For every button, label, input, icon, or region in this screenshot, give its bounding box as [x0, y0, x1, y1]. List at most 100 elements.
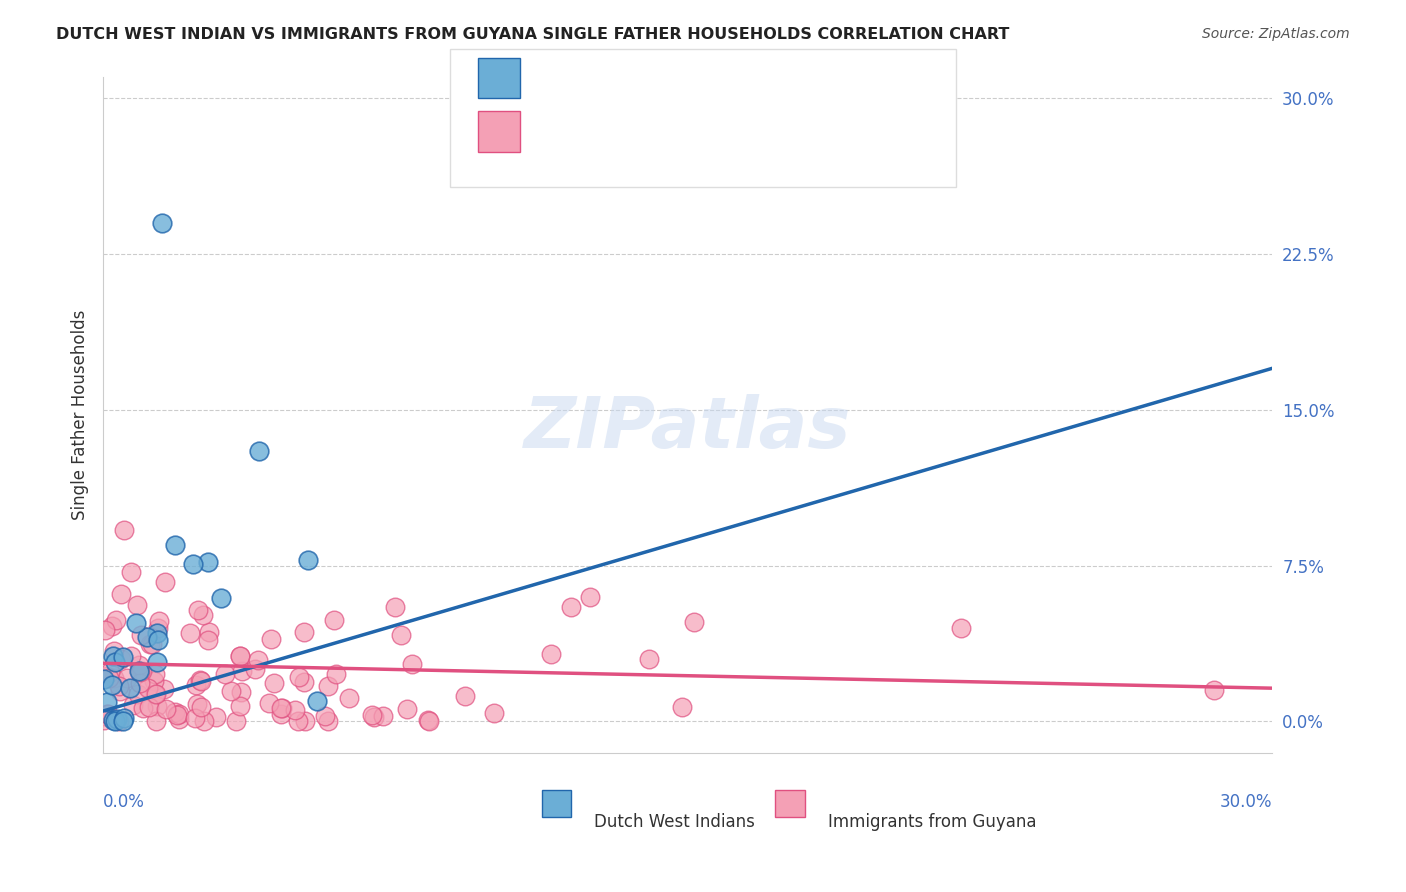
Point: [246, 652, 269, 666]
Point: [363, 710, 385, 724]
Text: Source: ZipAtlas.com: Source: ZipAtlas.com: [1202, 27, 1350, 41]
Text: R =: R =: [534, 129, 574, 147]
Point: [128, 658, 150, 673]
Point: [112, 711, 135, 725]
Point: [138, 699, 160, 714]
Point: [110, 652, 132, 666]
Point: [96, 707, 118, 722]
Point: [361, 707, 384, 722]
Point: [93, 714, 115, 728]
Text: Immigrants from Guyana: Immigrants from Guyana: [828, 814, 1036, 831]
Point: [165, 538, 187, 552]
Point: [186, 697, 208, 711]
Point: [165, 705, 187, 719]
Point: [482, 706, 505, 720]
Point: [318, 714, 340, 729]
Point: [384, 600, 406, 615]
Point: [671, 699, 693, 714]
Point: [191, 607, 214, 622]
Point: [197, 633, 219, 648]
Point: [188, 673, 211, 688]
Point: [101, 649, 124, 664]
Point: [93, 673, 115, 687]
Point: [145, 625, 167, 640]
Point: [101, 678, 124, 692]
FancyBboxPatch shape: [776, 789, 804, 817]
Point: [136, 681, 159, 695]
Point: [142, 674, 165, 689]
Point: [146, 655, 169, 669]
Point: [145, 714, 167, 729]
Point: [322, 613, 344, 627]
Point: [389, 628, 412, 642]
Point: [197, 555, 219, 569]
Text: 0.485: 0.485: [583, 78, 636, 96]
Point: [166, 708, 188, 723]
Point: [371, 709, 394, 723]
Point: [135, 630, 157, 644]
Point: [209, 591, 232, 605]
Point: [152, 682, 174, 697]
Point: [129, 628, 152, 642]
Point: [284, 703, 307, 717]
Point: [105, 613, 128, 627]
Point: [314, 708, 336, 723]
Text: N =: N =: [682, 78, 721, 96]
Point: [114, 524, 136, 538]
Text: ZIPatlas: ZIPatlas: [524, 394, 852, 463]
Text: -0.142: -0.142: [583, 129, 641, 147]
Point: [167, 712, 190, 726]
Point: [143, 687, 166, 701]
Point: [93, 709, 115, 723]
Point: [263, 676, 285, 690]
Point: [112, 649, 135, 664]
Point: [129, 675, 152, 690]
Point: [129, 665, 152, 679]
Point: [190, 673, 212, 688]
Text: 109: 109: [738, 129, 772, 147]
Point: [307, 693, 329, 707]
Text: R =: R =: [534, 78, 574, 96]
Point: [150, 216, 173, 230]
Point: [118, 681, 141, 696]
Point: [416, 713, 439, 727]
Point: [193, 714, 215, 729]
Point: [127, 598, 149, 612]
Point: [97, 671, 120, 685]
Point: [187, 602, 209, 616]
Point: [270, 701, 292, 715]
Point: [127, 687, 149, 701]
FancyBboxPatch shape: [541, 789, 571, 817]
Point: [297, 553, 319, 567]
Point: [184, 710, 207, 724]
Point: [259, 632, 281, 646]
Point: [184, 678, 207, 692]
Point: [229, 699, 252, 714]
Point: [148, 614, 170, 628]
Point: [108, 683, 131, 698]
Point: [143, 666, 166, 681]
Point: [396, 702, 419, 716]
Point: [104, 655, 127, 669]
Text: 0.0%: 0.0%: [103, 793, 145, 811]
Point: [110, 587, 132, 601]
Point: [949, 621, 972, 635]
Point: [287, 714, 309, 729]
Y-axis label: Single Father Households: Single Father Households: [72, 310, 89, 520]
Point: [104, 714, 127, 729]
Point: [179, 626, 201, 640]
Point: [128, 664, 150, 678]
Point: [225, 714, 247, 728]
Point: [125, 615, 148, 630]
Point: [101, 713, 124, 727]
Point: [120, 565, 142, 579]
Point: [115, 671, 138, 685]
Point: [270, 706, 292, 721]
Text: 30.0%: 30.0%: [1220, 793, 1272, 811]
Point: [98, 665, 121, 680]
Point: [97, 706, 120, 721]
Point: [96, 669, 118, 683]
Point: [1202, 683, 1225, 698]
Point: [292, 675, 315, 690]
Point: [103, 644, 125, 658]
